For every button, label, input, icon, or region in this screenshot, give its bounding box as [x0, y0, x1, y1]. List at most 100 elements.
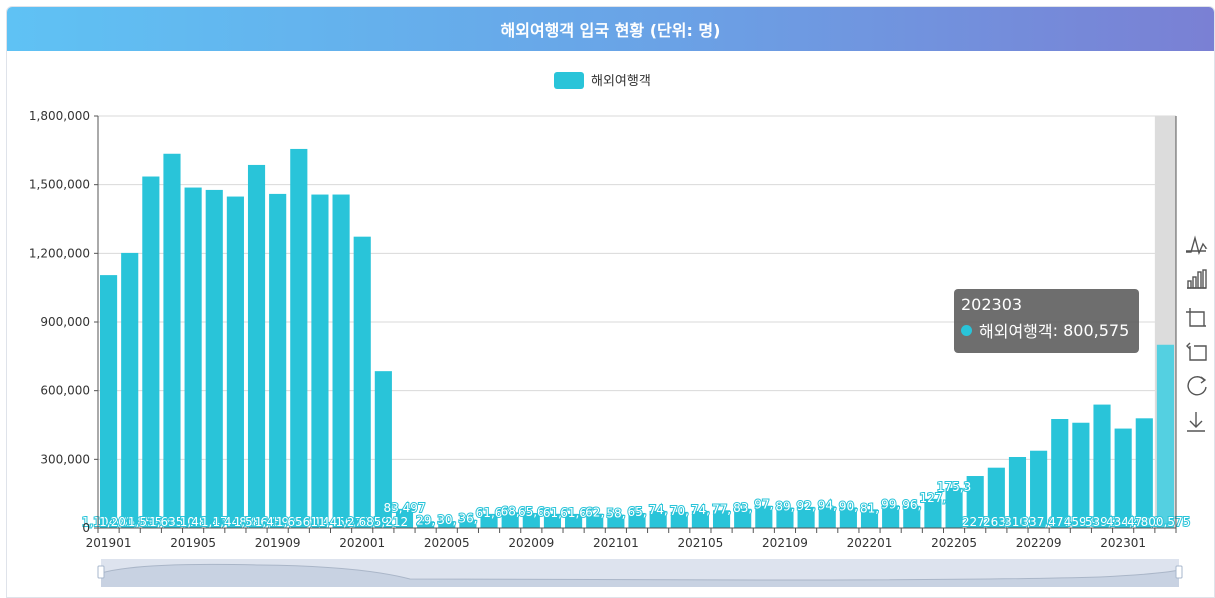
slider-handle-right[interactable]	[1175, 565, 1183, 579]
bar[interactable]	[712, 510, 731, 528]
y-tick-label: 1,800,000	[29, 109, 90, 123]
bar[interactable]	[586, 513, 604, 528]
bar[interactable]	[1135, 418, 1153, 528]
bar[interactable]	[247, 164, 266, 528]
bar[interactable]	[374, 371, 392, 528]
bar[interactable]	[607, 514, 625, 528]
bar[interactable]	[1156, 344, 1174, 528]
bar-value-label: 81,	[860, 501, 879, 515]
bar[interactable]	[121, 252, 139, 528]
bar-value-label: 83,497	[383, 501, 425, 515]
bar[interactable]	[818, 506, 836, 528]
bar-value-label: 94,	[818, 498, 837, 512]
bar[interactable]	[839, 507, 857, 528]
y-tick-label: 600,000	[40, 384, 90, 398]
bar[interactable]	[649, 510, 667, 528]
bar-value-label: 1,459,6	[255, 515, 301, 529]
x-tick-label: 201905	[170, 536, 216, 550]
slider-outline	[100, 563, 1180, 581]
bar[interactable]	[184, 187, 202, 528]
x-tick-label: 202209	[1016, 536, 1062, 550]
bar[interactable]	[776, 507, 794, 528]
bar[interactable]	[860, 509, 879, 528]
bar[interactable]	[501, 512, 519, 528]
bar[interactable]	[882, 505, 900, 528]
bar-value-label: 77,	[712, 502, 731, 516]
x-tick-label: 202009	[508, 536, 554, 550]
bar-value-label: 99,	[881, 497, 900, 511]
tooltip: 202303 해외여행객: 800,575	[954, 289, 1139, 353]
bar[interactable]	[1093, 404, 1111, 528]
tooltip-marker	[961, 324, 972, 336]
bar[interactable]	[755, 505, 773, 528]
bar-value-label: 61,	[543, 506, 562, 520]
restore-icon[interactable]	[1187, 376, 1207, 396]
bar-value-label: 36,	[458, 512, 477, 526]
bar[interactable]	[945, 487, 963, 528]
bar[interactable]	[966, 476, 984, 528]
bar-value-label: 90,	[839, 499, 858, 513]
bar-value-label: 1,104,85	[82, 515, 135, 529]
tooltip-period: 202303	[961, 295, 1023, 314]
bar[interactable]	[395, 508, 414, 528]
bar[interactable]	[924, 498, 942, 528]
slider-handle-left[interactable]	[97, 565, 105, 579]
legend[interactable]: 해외여행객	[554, 72, 651, 89]
bar[interactable]	[459, 519, 477, 528]
bar[interactable]	[1008, 456, 1027, 528]
y-tick-label: 900,000	[40, 315, 90, 329]
bar[interactable]	[543, 513, 562, 528]
bar[interactable]	[628, 512, 646, 528]
x-tick-label: 202105	[678, 536, 724, 550]
bar-value-label: 175,3	[937, 480, 971, 494]
bar[interactable]	[205, 189, 223, 529]
bar[interactable]	[438, 521, 456, 528]
bar[interactable]	[332, 194, 350, 528]
bar[interactable]	[290, 148, 308, 528]
line-chart-icon[interactable]	[1186, 235, 1208, 256]
bar[interactable]	[987, 467, 1005, 528]
bar-value-label: 476	[1048, 515, 1071, 529]
bar[interactable]	[353, 236, 371, 529]
bar[interactable]	[734, 508, 752, 528]
bar[interactable]	[1072, 422, 1090, 528]
data-zoom-slider[interactable]	[97, 559, 1183, 587]
bar[interactable]	[142, 176, 160, 528]
bar[interactable]	[522, 512, 540, 528]
bar[interactable]	[226, 196, 244, 528]
data-zoom-icon[interactable]	[1186, 308, 1206, 327]
bar[interactable]	[269, 193, 287, 528]
legend-swatch[interactable]	[554, 72, 584, 89]
bar[interactable]	[163, 153, 181, 528]
bar[interactable]	[1051, 419, 1069, 528]
bar[interactable]	[100, 275, 118, 528]
bar[interactable]	[417, 521, 435, 528]
bar-value-label: 1,272,79	[335, 515, 388, 529]
bar-value-label: 1,47	[201, 515, 228, 529]
bar-value-label: 97,	[754, 498, 773, 512]
y-tick-label: 300,000	[40, 452, 90, 466]
bar[interactable]	[670, 511, 688, 528]
bar[interactable]	[311, 194, 329, 528]
bar[interactable]	[691, 510, 709, 528]
bar[interactable]	[480, 513, 498, 528]
zoom-reset-icon[interactable]	[1186, 342, 1207, 361]
bar[interactable]	[903, 505, 921, 528]
bar[interactable]	[565, 513, 583, 528]
bar[interactable]	[1030, 450, 1048, 528]
bar-value-label: 459,9	[1064, 515, 1098, 529]
bar-value-label: 65,	[627, 505, 646, 519]
bar-value-label: 227,	[962, 515, 989, 529]
bar-chart-icon[interactable]	[1187, 269, 1207, 289]
bar-value-label: 1,635,0	[149, 515, 195, 529]
tooltip-row: 해외여행객: 800,575	[961, 318, 1132, 342]
bar-value-label: 30,	[437, 513, 456, 527]
bar[interactable]	[1114, 428, 1132, 528]
legend-label[interactable]: 해외여행객	[591, 73, 651, 89]
save-image-icon[interactable]	[1187, 412, 1205, 432]
chart-title: 해외여행객 입국 현황 (단위: 명)	[500, 21, 721, 40]
bar-value-label: 539,2	[1085, 515, 1119, 529]
bar[interactable]	[797, 506, 815, 528]
bar-value-label: 74,	[649, 503, 668, 517]
x-tick-label: 202109	[762, 536, 808, 550]
